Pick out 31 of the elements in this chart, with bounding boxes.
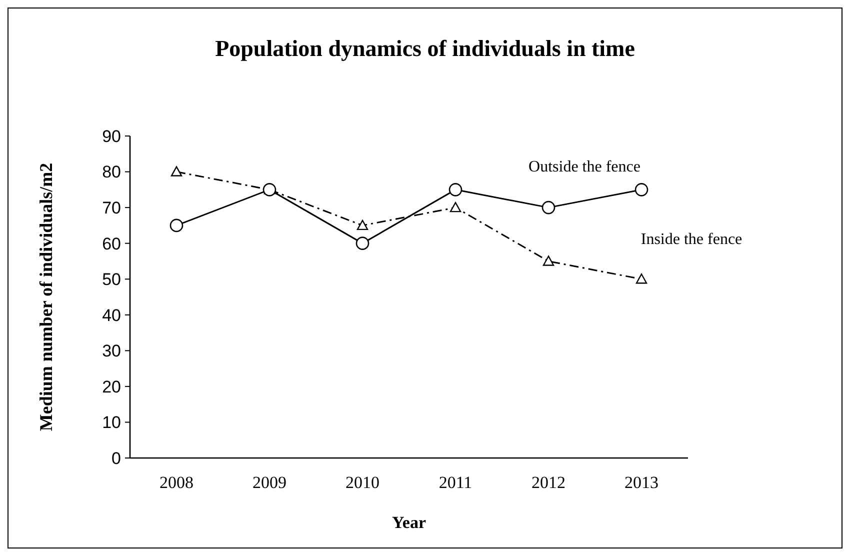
x-tick-label: 2013 <box>624 473 658 492</box>
point <box>542 200 556 214</box>
y-tick-label: 50 <box>102 270 121 290</box>
y-tick-label: 70 <box>102 198 121 218</box>
y-tick-label: 40 <box>102 306 121 325</box>
x-tick-label: 2011 <box>438 473 472 492</box>
x-tick-label: 2009 <box>252 473 286 492</box>
chart-title: Population dynamics of individuals in time <box>215 36 635 61</box>
x-tick-label: 2012 <box>532 473 566 492</box>
point <box>634 183 648 196</box>
point <box>448 183 462 196</box>
y-tick-label: 0 <box>112 448 121 468</box>
x-tick-label: 2010 <box>346 473 380 492</box>
series-label: Inside the fence <box>640 231 742 248</box>
y-tick-label: 30 <box>102 342 121 361</box>
point <box>636 274 648 284</box>
y-tick-label: 10 <box>102 413 121 432</box>
y-tick-label: 80 <box>102 162 121 182</box>
y-tick-label: 90 <box>102 126 121 146</box>
point <box>356 220 368 230</box>
series-label: Outside the fence <box>528 158 640 176</box>
point <box>542 256 554 266</box>
point <box>170 166 182 176</box>
x-tick-label: 2008 <box>160 473 194 492</box>
point <box>450 202 462 212</box>
y-axis-title: Medium number of individuals/m2 <box>36 162 56 432</box>
point <box>356 236 370 250</box>
x-axis-title: Year <box>392 513 426 532</box>
point <box>170 218 184 232</box>
y-tick-label: 20 <box>102 377 121 396</box>
y-tick-label: 60 <box>102 234 121 254</box>
